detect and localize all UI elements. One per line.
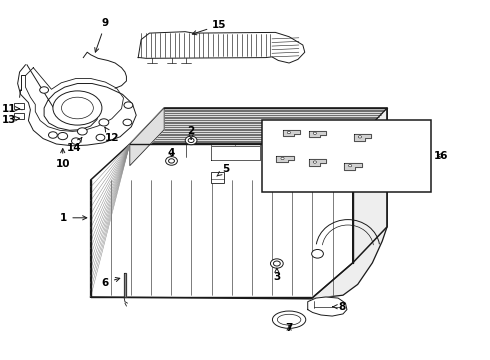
Text: 16: 16 <box>434 150 448 161</box>
Text: 13: 13 <box>1 114 20 125</box>
Polygon shape <box>309 159 326 166</box>
Text: 2: 2 <box>188 126 195 139</box>
Circle shape <box>123 119 132 126</box>
Polygon shape <box>283 130 300 136</box>
Polygon shape <box>344 163 362 170</box>
Circle shape <box>77 128 87 135</box>
Polygon shape <box>309 131 326 137</box>
Polygon shape <box>130 108 387 263</box>
Ellipse shape <box>272 311 306 328</box>
Circle shape <box>313 161 317 163</box>
Text: 6: 6 <box>102 278 120 288</box>
Text: 3: 3 <box>273 268 280 282</box>
Polygon shape <box>18 65 136 146</box>
Text: 10: 10 <box>55 149 70 169</box>
Circle shape <box>348 165 352 167</box>
Bar <box>14 113 24 119</box>
Ellipse shape <box>53 91 102 125</box>
Circle shape <box>273 261 280 266</box>
Circle shape <box>99 119 109 126</box>
Polygon shape <box>276 156 294 162</box>
Polygon shape <box>308 297 347 316</box>
Circle shape <box>49 132 57 138</box>
Text: 4: 4 <box>168 148 175 158</box>
Circle shape <box>124 102 133 108</box>
Circle shape <box>166 157 177 165</box>
Bar <box>262 120 431 192</box>
Circle shape <box>270 259 283 268</box>
Circle shape <box>287 131 291 134</box>
Circle shape <box>358 136 362 138</box>
Polygon shape <box>91 144 353 299</box>
Text: 8: 8 <box>333 302 345 312</box>
Text: 14: 14 <box>67 138 82 153</box>
Bar <box>14 103 24 109</box>
Circle shape <box>188 138 194 143</box>
Circle shape <box>312 249 323 258</box>
Text: 7: 7 <box>285 323 293 333</box>
Circle shape <box>96 134 105 141</box>
Text: 5: 5 <box>217 164 229 176</box>
Polygon shape <box>130 108 164 166</box>
Circle shape <box>281 157 284 159</box>
Ellipse shape <box>277 314 301 325</box>
Text: 12: 12 <box>104 127 119 143</box>
Text: 1: 1 <box>60 213 87 223</box>
Circle shape <box>58 132 68 140</box>
Polygon shape <box>311 108 387 299</box>
Circle shape <box>72 138 80 144</box>
Circle shape <box>313 132 317 134</box>
Circle shape <box>40 87 49 93</box>
Text: 15: 15 <box>193 20 227 35</box>
Polygon shape <box>124 273 126 297</box>
Polygon shape <box>354 134 371 141</box>
Bar <box>211 172 224 183</box>
Circle shape <box>169 159 174 163</box>
Text: 9: 9 <box>95 18 109 52</box>
Circle shape <box>185 136 197 145</box>
Polygon shape <box>138 32 305 63</box>
Polygon shape <box>211 146 260 160</box>
Text: 11: 11 <box>1 104 20 114</box>
Ellipse shape <box>62 97 93 119</box>
